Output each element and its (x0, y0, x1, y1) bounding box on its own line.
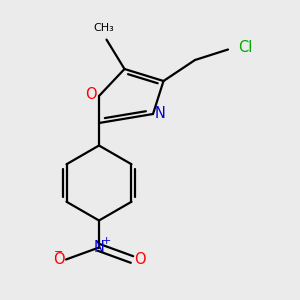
Text: N: N (94, 240, 104, 255)
Text: O: O (134, 252, 145, 267)
Text: N: N (155, 106, 166, 121)
Text: −: − (54, 247, 63, 257)
Text: O: O (53, 252, 64, 267)
Text: Cl: Cl (238, 40, 253, 56)
Text: CH₃: CH₃ (93, 23, 114, 33)
Text: +: + (102, 236, 111, 246)
Text: O: O (85, 87, 96, 102)
